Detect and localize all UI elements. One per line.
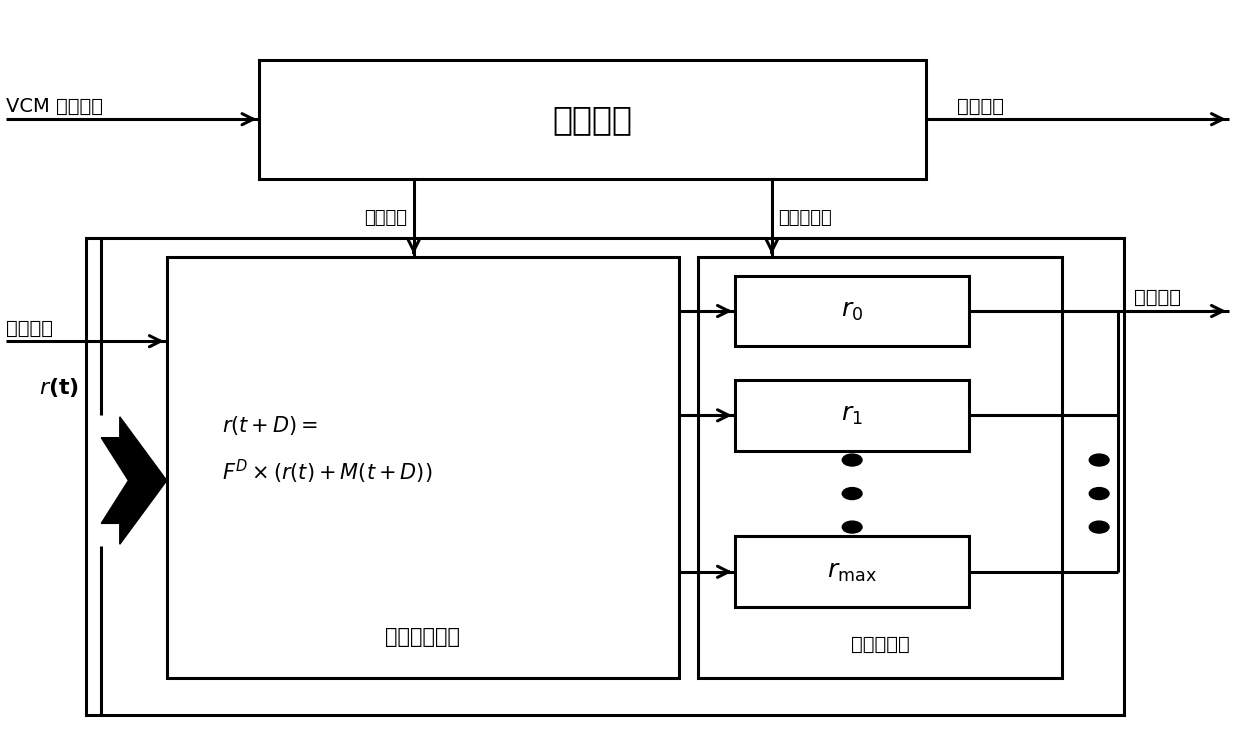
Text: $r(t+D)=$: $r(t+D)=$ (222, 414, 319, 437)
Text: 编码使能: 编码使能 (364, 209, 408, 227)
Circle shape (1089, 487, 1109, 499)
Text: $F^{D}\times(r(t)+M(t+D))$: $F^{D}\times(r(t)+M(t+D))$ (222, 457, 432, 486)
FancyBboxPatch shape (259, 60, 926, 179)
FancyBboxPatch shape (735, 276, 969, 346)
FancyBboxPatch shape (86, 238, 1124, 715)
FancyBboxPatch shape (735, 536, 969, 607)
Text: 控制模块: 控制模块 (553, 103, 632, 136)
FancyBboxPatch shape (735, 380, 969, 451)
Circle shape (842, 522, 862, 533)
Text: 输入数据: 输入数据 (6, 318, 53, 337)
Text: $r_{\mathrm{max}}$: $r_{\mathrm{max}}$ (827, 559, 877, 584)
FancyBboxPatch shape (698, 257, 1062, 678)
Text: $r_{1}$: $r_{1}$ (841, 403, 863, 428)
Circle shape (842, 454, 862, 466)
FancyBboxPatch shape (167, 257, 679, 678)
Polygon shape (101, 417, 167, 544)
Text: 输出数据: 输出数据 (1134, 288, 1181, 307)
Text: 余数寄存器: 余数寄存器 (851, 635, 909, 654)
Text: 编码器状态: 编码器状态 (778, 209, 832, 227)
Text: VCM 模式参数: VCM 模式参数 (6, 96, 104, 115)
Circle shape (1089, 522, 1109, 533)
Text: 数据有效: 数据有效 (957, 96, 1004, 115)
Text: 组合逻辑网络: 组合逻辑网络 (385, 627, 461, 647)
Text: $r_{0}$: $r_{0}$ (841, 299, 863, 323)
Circle shape (842, 487, 862, 499)
Text: $r\mathbf{(t)}$: $r\mathbf{(t)}$ (40, 376, 79, 399)
Circle shape (1089, 454, 1109, 466)
